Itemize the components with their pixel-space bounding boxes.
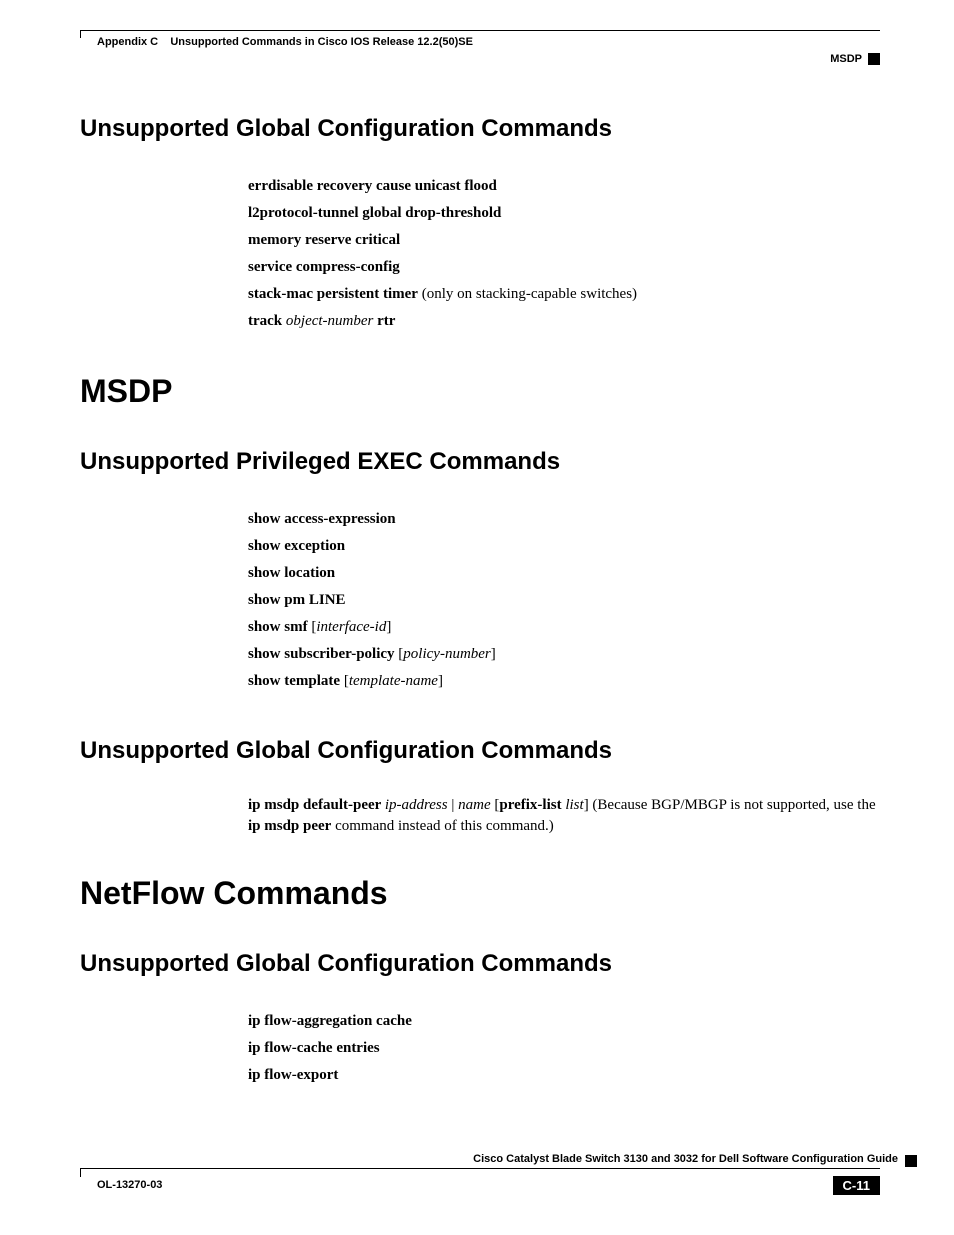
section-title: MSDP — [80, 373, 880, 410]
body-paragraph: ip msdp default-peer ip-address | name [… — [248, 795, 880, 837]
command-line: show template [template-name] — [248, 668, 880, 695]
text-run: show pm LINE — [248, 592, 346, 608]
text-run: service compress-config — [248, 259, 400, 275]
footer-doc-id: OL-13270-03 — [97, 1179, 162, 1191]
text-run: l2protocol-tunnel global drop-threshold — [248, 205, 501, 221]
text-run: (only on stacking-capable switches) — [418, 286, 637, 302]
subsection-title: Unsupported Global Configuration Command… — [80, 950, 880, 978]
text-run: command instead of this command.) — [331, 818, 553, 834]
text-run: ip msdp peer — [248, 818, 331, 834]
header-marker-icon — [868, 53, 880, 65]
command-line: ip flow-cache entries — [248, 1035, 880, 1062]
text-run: name — [458, 797, 491, 813]
text-run: template-name — [349, 673, 438, 689]
subsection-title: Unsupported Privileged EXEC Commands — [80, 448, 880, 476]
text-run: show exception — [248, 538, 345, 554]
section-title: NetFlow Commands — [80, 875, 880, 912]
text-run: ] — [386, 619, 391, 635]
text-run: ip msdp default-peer — [248, 797, 385, 813]
footer-tick — [80, 1169, 81, 1177]
text-run: [ — [395, 646, 404, 662]
text-run: errdisable recovery cause unicast flood — [248, 178, 497, 194]
command-line: memory reserve critical — [248, 227, 880, 254]
text-run: show location — [248, 565, 335, 581]
command-line: ip flow-export — [248, 1062, 880, 1089]
command-line: show smf [interface-id] — [248, 614, 880, 641]
text-run: ip flow-aggregation cache — [248, 1013, 412, 1029]
footer-rule — [80, 1168, 880, 1169]
text-run: rtr — [373, 313, 395, 329]
header-appendix: Appendix C — [97, 36, 158, 48]
text-run: memory reserve critical — [248, 232, 400, 248]
text-run: interface-id — [316, 619, 386, 635]
text-run: ] — [438, 673, 443, 689]
command-line: ip flow-aggregation cache — [248, 1008, 880, 1035]
header-tick — [80, 30, 81, 38]
text-run: list — [565, 797, 583, 813]
command-line: stack-mac persistent timer (only on stac… — [248, 281, 880, 308]
text-run: ip flow-cache entries — [248, 1040, 380, 1056]
page-number: C-11 — [833, 1176, 880, 1195]
header-section: MSDP — [830, 53, 862, 65]
command-line: show subscriber-policy [policy-number] — [248, 641, 880, 668]
command-line: errdisable recovery cause unicast flood — [248, 173, 880, 200]
text-run: | — [448, 797, 459, 813]
text-run: object-number — [286, 313, 373, 329]
text-run: ip flow-export — [248, 1067, 338, 1083]
page-content: Unsupported Global Configuration Command… — [80, 115, 880, 1099]
command-line: show location — [248, 560, 880, 587]
footer-guide-title: Cisco Catalyst Blade Switch 3130 and 303… — [473, 1153, 898, 1165]
text-run: ] — [491, 646, 496, 662]
command-line: show exception — [248, 533, 880, 560]
text-run: ip-address — [385, 797, 448, 813]
text-run: track — [248, 313, 286, 329]
subsection-title: Unsupported Global Configuration Command… — [80, 737, 880, 765]
text-run: show access-expression — [248, 511, 396, 527]
header-rule — [80, 30, 880, 31]
text-run: prefix-list — [499, 797, 561, 813]
text-run: show smf — [248, 619, 308, 635]
text-run: ] (Because BGP/MBGP is not supported, us… — [584, 797, 876, 813]
command-line: show pm LINE — [248, 587, 880, 614]
command-line: show access-expression — [248, 506, 880, 533]
text-run: stack-mac persistent timer — [248, 286, 418, 302]
text-run: [ — [340, 673, 349, 689]
command-line: track object-number rtr — [248, 308, 880, 335]
text-run: show subscriber-policy — [248, 646, 395, 662]
header-title: Unsupported Commands in Cisco IOS Releas… — [170, 36, 473, 48]
command-line: service compress-config — [248, 254, 880, 281]
command-list: errdisable recovery cause unicast flood l… — [248, 173, 880, 335]
text-run: policy-number — [403, 646, 490, 662]
footer-marker-icon — [905, 1155, 917, 1167]
header-text: Appendix C Unsupported Commands in Cisco… — [97, 36, 473, 48]
text-run: show template — [248, 673, 340, 689]
command-line: l2protocol-tunnel global drop-threshold — [248, 200, 880, 227]
subsection-title: Unsupported Global Configuration Command… — [80, 115, 880, 143]
command-list: ip flow-aggregation cache ip flow-cache e… — [248, 1008, 880, 1089]
command-list: show access-expression show exception show… — [248, 506, 880, 695]
